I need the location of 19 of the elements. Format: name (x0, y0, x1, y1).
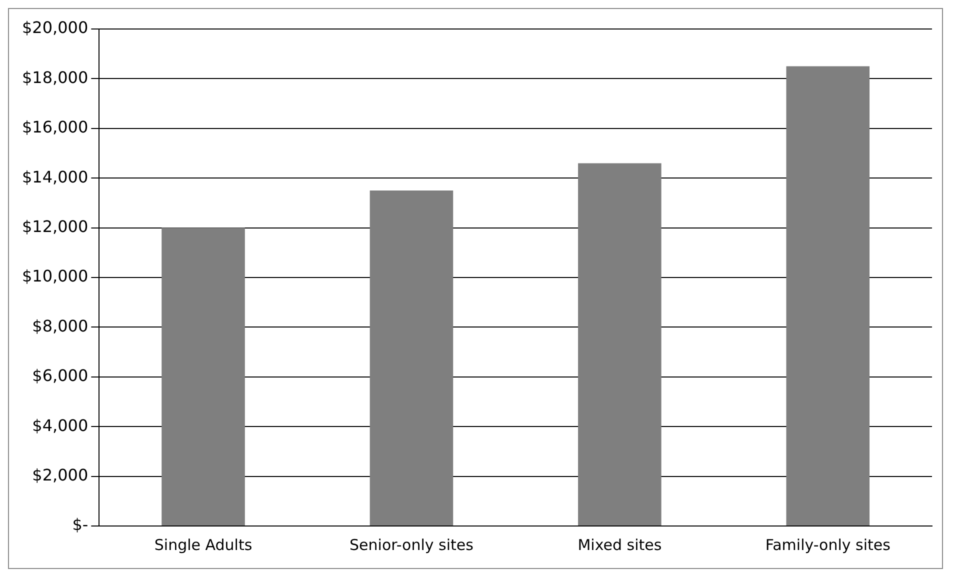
y-tick-label: $16,000 (22, 118, 88, 137)
bar (786, 66, 870, 526)
y-tick-label: $14,000 (22, 167, 88, 186)
y-tick-label: $6,000 (32, 366, 88, 386)
bar (162, 228, 245, 526)
y-tick-label: $12,000 (22, 216, 88, 236)
bar (370, 190, 454, 526)
y-tick-label: $8,000 (32, 316, 88, 336)
x-tick-label: Family-only sites (765, 536, 891, 554)
y-tick-label: $20,000 (22, 18, 88, 38)
bar (578, 163, 662, 526)
y-tick-label: $10,000 (22, 266, 88, 286)
y-tick-label: $- (72, 515, 88, 534)
y-tick-label: $18,000 (22, 68, 88, 87)
y-tick-label: $2,000 (32, 465, 88, 484)
x-tick-label: Single Adults (154, 536, 252, 554)
x-tick-label: Mixed sites (578, 536, 662, 554)
y-tick-label: $4,000 (32, 416, 88, 435)
x-tick-label: Senior-only sites (350, 536, 474, 554)
